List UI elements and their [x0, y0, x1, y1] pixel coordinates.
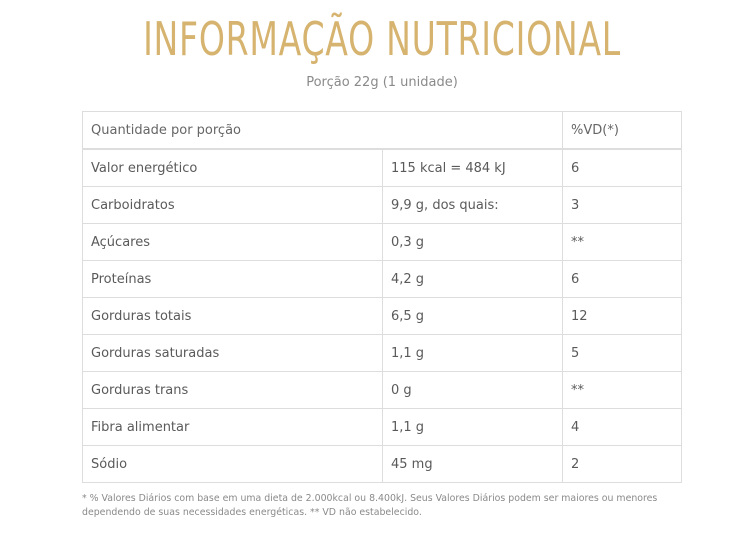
table-row: Fibra alimentar 1,1 g 4 — [82, 408, 682, 446]
nutrient-name: Carboidratos — [82, 186, 383, 224]
nutrient-dv: 6 — [562, 260, 682, 298]
nutrient-name: Açúcares — [82, 223, 383, 261]
column-header-dv: %VD(*) — [562, 111, 682, 150]
table-row: Sódio 45 mg 2 — [82, 445, 682, 483]
nutrient-name: Gorduras saturadas — [82, 334, 383, 372]
nutrient-amount: 6,5 g — [382, 297, 563, 335]
table-row: Proteínas 4,2 g 6 — [82, 260, 682, 298]
nutrient-amount: 1,1 g — [382, 408, 563, 446]
nutrient-name: Valor energético — [82, 148, 383, 187]
nutrient-name: Proteínas — [82, 260, 383, 298]
nutrient-dv: 2 — [562, 445, 682, 483]
nutrient-name: Sódio — [82, 445, 383, 483]
nutrient-name: Gorduras totais — [82, 297, 383, 335]
nutrient-amount: 9,9 g, dos quais: — [382, 186, 563, 224]
nutrition-table: Quantidade por porção %VD(*) Valor energ… — [82, 111, 682, 483]
nutrient-amount: 0,3 g — [382, 223, 563, 261]
table-row: Gorduras totais 6,5 g 12 — [82, 297, 682, 335]
table-row: Valor energético 115 kcal = 484 kJ 6 — [82, 148, 682, 187]
portion-size: Porção 22g (1 unidade) — [306, 75, 458, 90]
nutrient-dv: ** — [562, 371, 682, 409]
nutrient-amount: 4,2 g — [382, 260, 563, 298]
table-header-row: Quantidade por porção %VD(*) — [82, 111, 682, 150]
nutrient-dv: 5 — [562, 334, 682, 372]
footnote: * % Valores Diários com base em uma diet… — [82, 493, 658, 518]
nutrient-dv: 4 — [562, 408, 682, 446]
table-row: Gorduras saturadas 1,1 g 5 — [82, 334, 682, 372]
nutrient-dv: 12 — [562, 297, 682, 335]
nutrient-name: Gorduras trans — [82, 371, 383, 409]
table-row: Gorduras trans 0 g ** — [82, 371, 682, 409]
table-row: Açúcares 0,3 g ** — [82, 223, 682, 261]
nutrient-amount: 45 mg — [382, 445, 563, 483]
nutrient-amount: 0 g — [382, 371, 563, 409]
column-header-quantity: Quantidade por porção — [82, 111, 563, 150]
nutrient-name: Fibra alimentar — [82, 408, 383, 446]
nutrient-amount: 115 kcal = 484 kJ — [382, 148, 563, 187]
table-row: Carboidratos 9,9 g, dos quais: 3 — [82, 186, 682, 224]
page-title: INFORMAÇÃO NUTRICIONAL — [143, 12, 621, 66]
nutrient-dv: 6 — [562, 148, 682, 187]
nutrient-dv: 3 — [562, 186, 682, 224]
nutrient-dv: ** — [562, 223, 682, 261]
nutrient-amount: 1,1 g — [382, 334, 563, 372]
